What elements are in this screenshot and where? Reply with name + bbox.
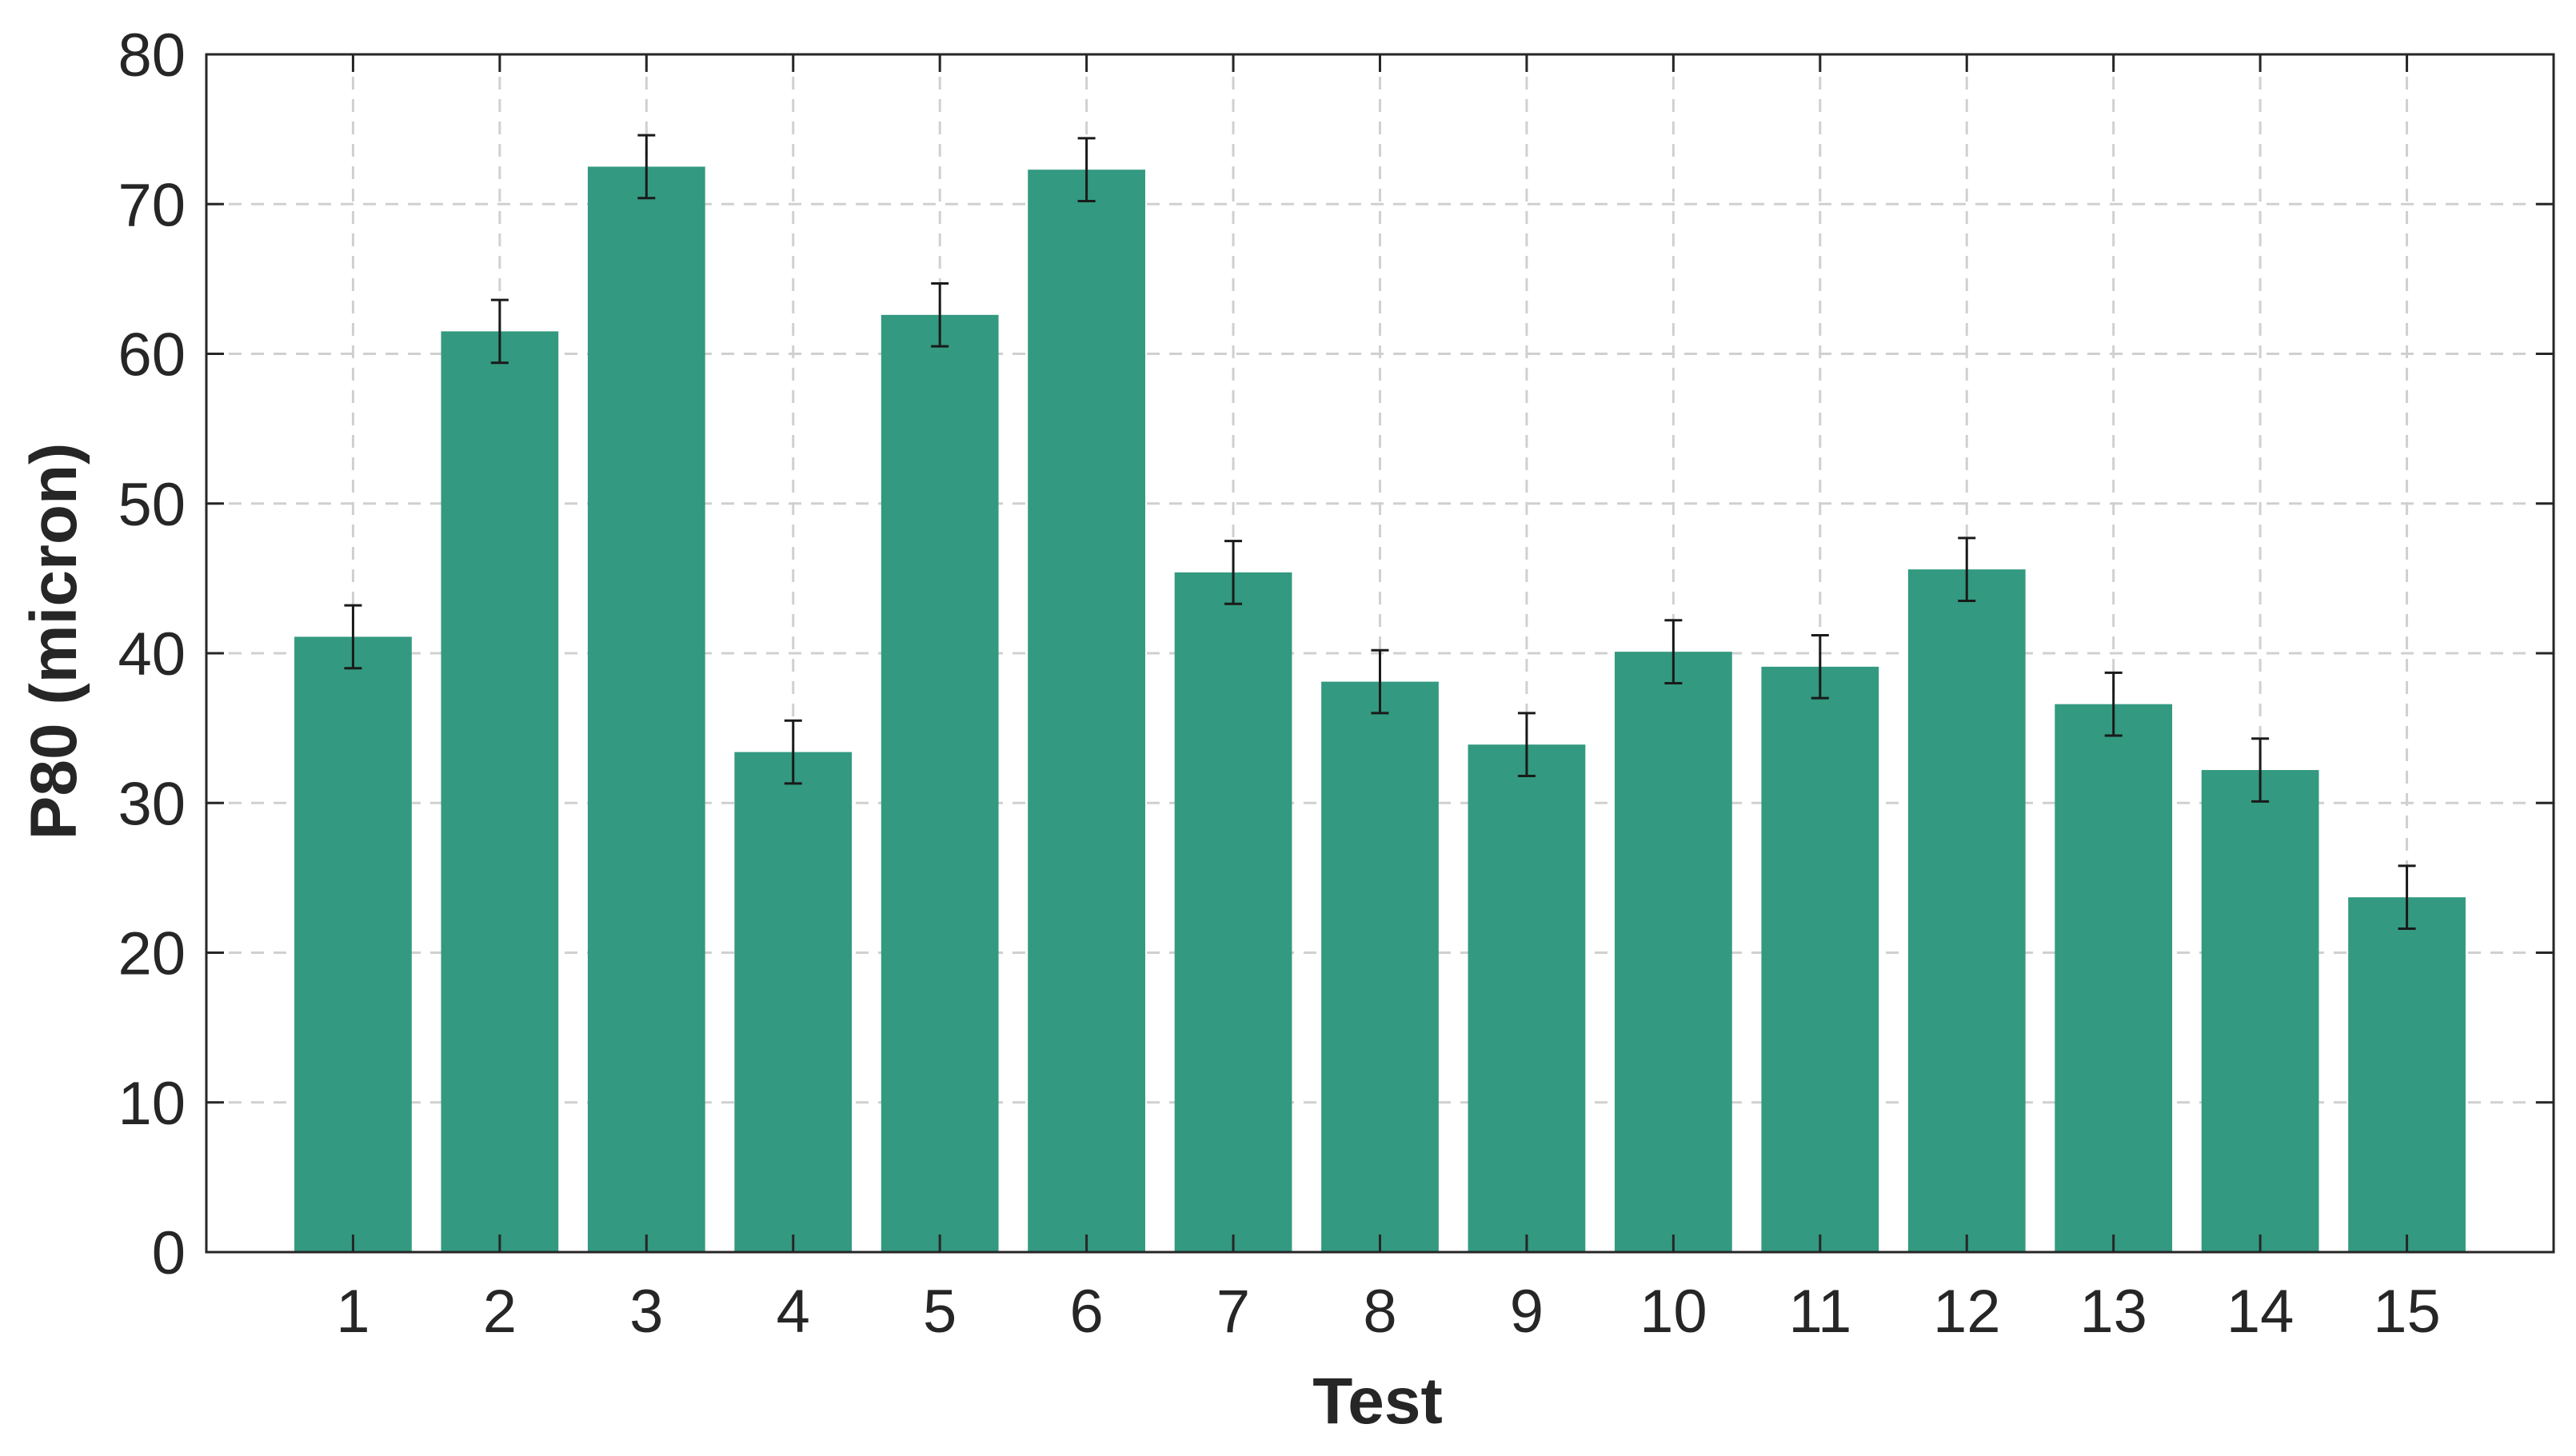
y-tick-label: 10 bbox=[118, 1070, 186, 1138]
bar bbox=[1761, 666, 1879, 1252]
error-bar bbox=[1958, 537, 1976, 602]
error-bar bbox=[1664, 619, 1683, 684]
bar bbox=[1907, 569, 2026, 1252]
x-tick-label: 6 bbox=[1069, 1278, 1103, 1346]
error-bar bbox=[2251, 737, 2270, 803]
error-bar bbox=[1077, 137, 1096, 203]
error-bar bbox=[1517, 712, 1536, 778]
y-tick-labels: 0 10 20 30 40 50 60 70 80 bbox=[118, 22, 186, 1287]
bar bbox=[294, 636, 412, 1252]
bar bbox=[881, 314, 999, 1253]
y-tick-label: 40 bbox=[118, 620, 186, 688]
error-bar bbox=[931, 281, 949, 348]
error-bar bbox=[1371, 648, 1389, 715]
error-bar bbox=[2398, 864, 2416, 931]
bar bbox=[441, 331, 559, 1253]
error-bar bbox=[490, 298, 509, 365]
y-tick-label: 30 bbox=[118, 770, 186, 838]
error-bar bbox=[2104, 671, 2123, 737]
x-tick-label: 8 bbox=[1363, 1278, 1396, 1346]
x-tick-label: 12 bbox=[1933, 1278, 2001, 1346]
bar bbox=[587, 166, 705, 1252]
x-tick-label: 1 bbox=[336, 1278, 369, 1346]
bar bbox=[1468, 744, 1586, 1252]
y-tick-label: 80 bbox=[118, 22, 186, 90]
error-bar bbox=[1811, 634, 1829, 700]
y-tick-label: 20 bbox=[118, 920, 186, 988]
x-tick-label: 4 bbox=[777, 1278, 810, 1346]
error-bar bbox=[784, 719, 802, 785]
x-tick-label: 3 bbox=[629, 1278, 663, 1346]
y-tick-label: 60 bbox=[118, 321, 186, 389]
axis-ticks bbox=[206, 53, 2554, 1254]
x-tick-label: 11 bbox=[1788, 1278, 1851, 1346]
y-tick-label: 50 bbox=[118, 471, 186, 539]
bar bbox=[734, 752, 853, 1252]
bar bbox=[2055, 704, 2173, 1252]
error-bar bbox=[1224, 540, 1243, 605]
bar bbox=[2201, 770, 2319, 1252]
x-tick-label: 10 bbox=[1639, 1278, 1707, 1346]
error-bars bbox=[344, 134, 2416, 931]
y-tick-label: 0 bbox=[152, 1219, 186, 1287]
bar bbox=[2348, 897, 2466, 1252]
x-tick-label: 9 bbox=[1510, 1278, 1544, 1346]
bar bbox=[1174, 572, 1292, 1252]
error-bar bbox=[637, 134, 656, 200]
y-tick-label: 70 bbox=[118, 171, 186, 239]
bars bbox=[294, 166, 2466, 1253]
y-axis-title: P80 (micron) bbox=[18, 443, 90, 840]
error-bar bbox=[344, 604, 362, 670]
x-tick-labels: 1 2 3 4 5 6 7 8 9 10 11 12 13 14 15 bbox=[336, 1278, 2441, 1346]
x-tick-label: 15 bbox=[2373, 1278, 2441, 1346]
x-tick-label: 13 bbox=[2079, 1278, 2147, 1346]
x-tick-label: 5 bbox=[923, 1278, 957, 1346]
bar bbox=[1321, 681, 1439, 1252]
x-tick-label: 7 bbox=[1216, 1278, 1250, 1346]
x-tick-label: 2 bbox=[483, 1278, 517, 1346]
bar bbox=[1028, 170, 1145, 1252]
x-axis-title: Test bbox=[1312, 1365, 1443, 1438]
bar bbox=[1615, 652, 1732, 1252]
x-tick-label: 14 bbox=[2227, 1278, 2294, 1346]
